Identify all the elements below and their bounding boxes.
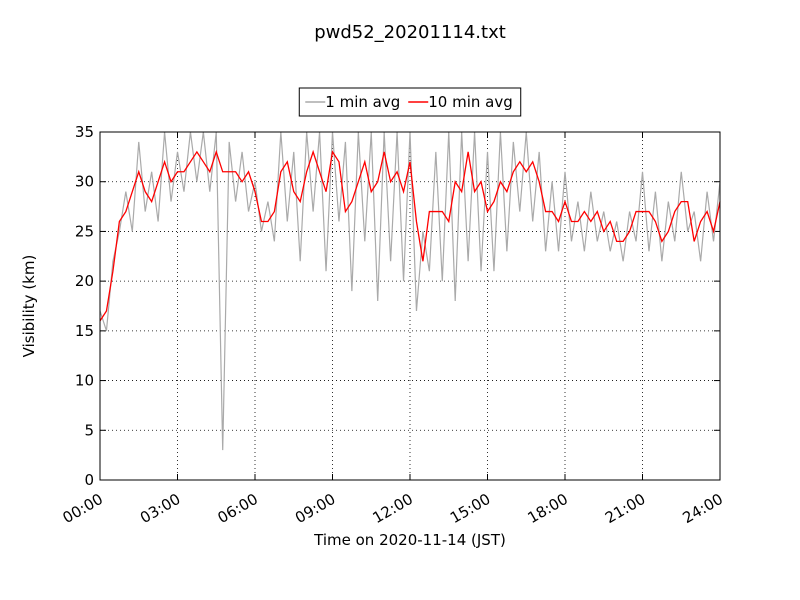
- x-tick-label: 00:00: [60, 490, 106, 527]
- legend: 1 min avg 10 min avg: [298, 87, 522, 117]
- y-axis-label: Visibility (km): [20, 255, 38, 358]
- legend-label: 10 min avg: [428, 93, 513, 111]
- x-tick-label: 15:00: [447, 490, 493, 527]
- data-line: [99, 149, 721, 322]
- x-tick-label: 18:00: [525, 490, 571, 527]
- y-tick-label: 5: [84, 421, 94, 439]
- x-tick-label: 03:00: [137, 490, 183, 527]
- x-tick-label: 06:00: [215, 490, 261, 527]
- x-axis-label: Time on 2020-11-14 (JST): [313, 531, 506, 549]
- y-tick-label: 30: [75, 173, 94, 191]
- legend-label: 1 min avg: [325, 93, 400, 111]
- y-tick-label: 15: [75, 322, 94, 340]
- plot-frame: [99, 131, 721, 481]
- x-tick-label: 12:00: [370, 490, 416, 527]
- chart-title: pwd52_20201114.txt: [314, 22, 506, 43]
- x-tick-label: 24:00: [680, 490, 726, 527]
- y-tick-label: 10: [75, 372, 94, 390]
- x-tick-label: 09:00: [292, 490, 338, 527]
- y-tick-label: 20: [75, 272, 94, 290]
- y-tick-label: 35: [75, 123, 94, 141]
- y-tick-label: 25: [75, 222, 94, 240]
- y-tick-label: 0: [84, 471, 94, 489]
- data-line: [99, 131, 721, 451]
- x-tick-label: 21:00: [602, 490, 648, 527]
